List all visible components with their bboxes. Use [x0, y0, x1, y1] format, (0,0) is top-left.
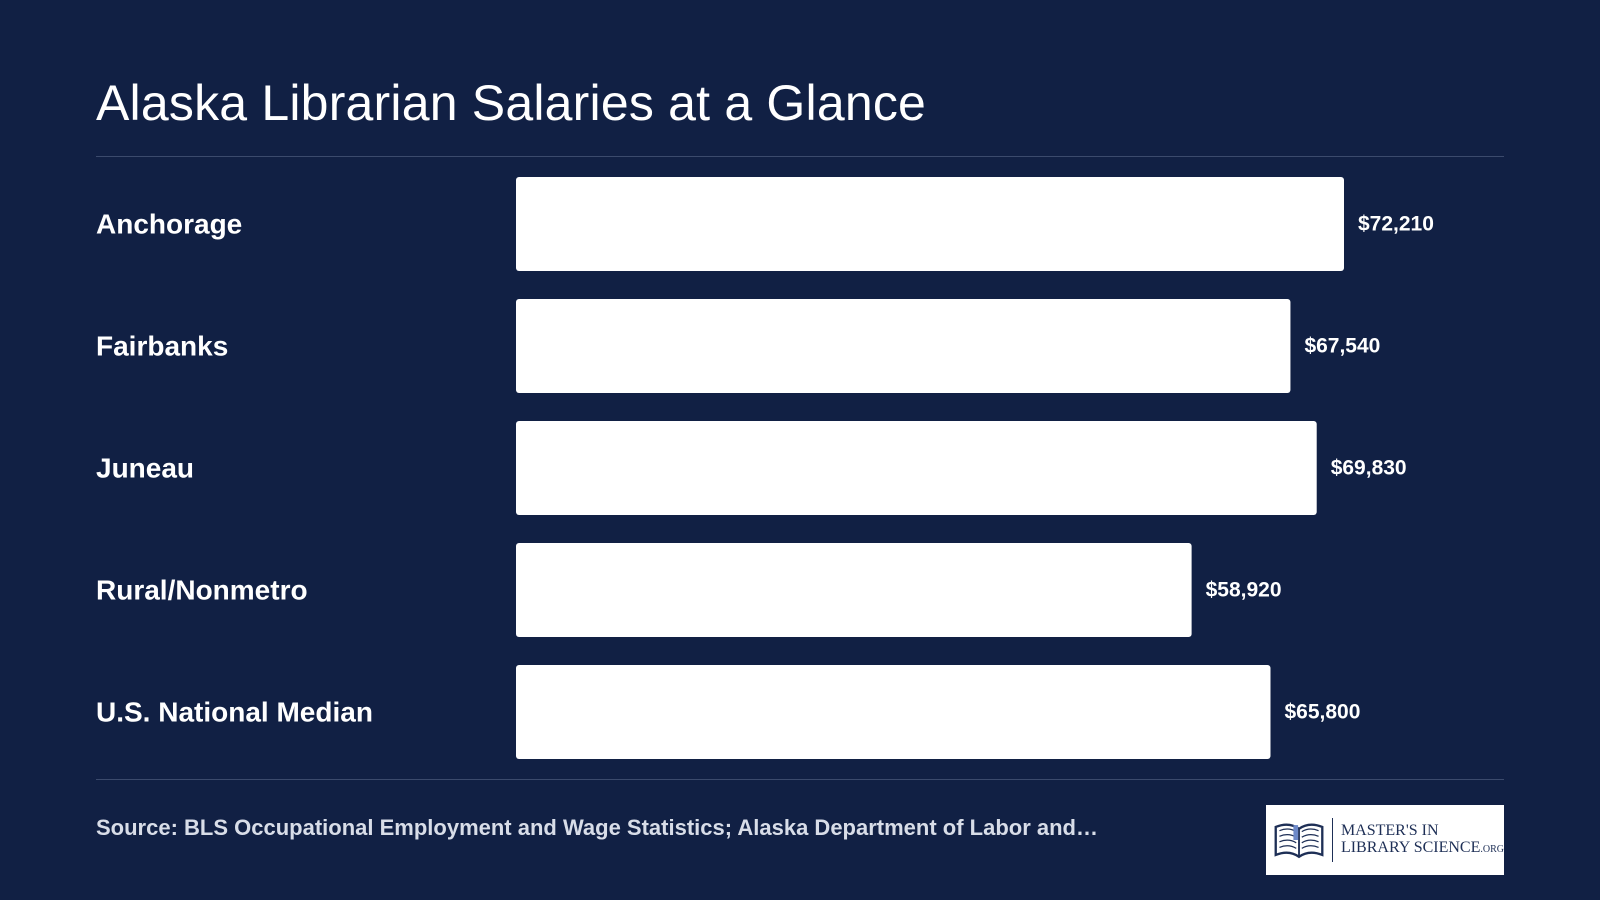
value-label: $69,830 [1331, 457, 1407, 480]
bar [516, 177, 1344, 271]
source-note: Source: BLS Occupational Employment and … [96, 815, 1098, 840]
logo-line-2: LIBRARY SCIENCE.ORG [1341, 839, 1504, 858]
logo-org-suffix: .ORG [1480, 844, 1504, 855]
bottom-divider [96, 779, 1504, 780]
logo-line-2-main: LIBRARY SCIENCE [1340, 839, 1481, 856]
value-label: $67,540 [1304, 335, 1380, 358]
chart-title: Alaska Librarian Salaries at a Glance [96, 75, 927, 131]
category-label: Juneau [96, 453, 194, 484]
bar [516, 665, 1271, 759]
open-book-icon [1274, 823, 1324, 859]
bar [516, 421, 1317, 515]
value-label: $65,800 [1284, 701, 1360, 724]
value-label: $58,920 [1206, 579, 1282, 602]
category-label: U.S. National Median [96, 697, 373, 728]
logo-separator [1332, 818, 1333, 862]
bar [516, 299, 1291, 393]
category-label: Anchorage [96, 209, 242, 240]
bar [516, 543, 1192, 637]
value-label: $72,210 [1358, 213, 1434, 236]
site-logo[interactable]: MASTER'S IN LIBRARY SCIENCE.ORG [1266, 805, 1504, 875]
top-divider [96, 156, 1504, 157]
logo-line-1: MASTER'S IN [1340, 822, 1439, 839]
logo-text: MASTER'S IN LIBRARY SCIENCE.ORG [1341, 822, 1504, 858]
category-label: Fairbanks [96, 331, 228, 362]
category-label: Rural/Nonmetro [96, 575, 308, 606]
